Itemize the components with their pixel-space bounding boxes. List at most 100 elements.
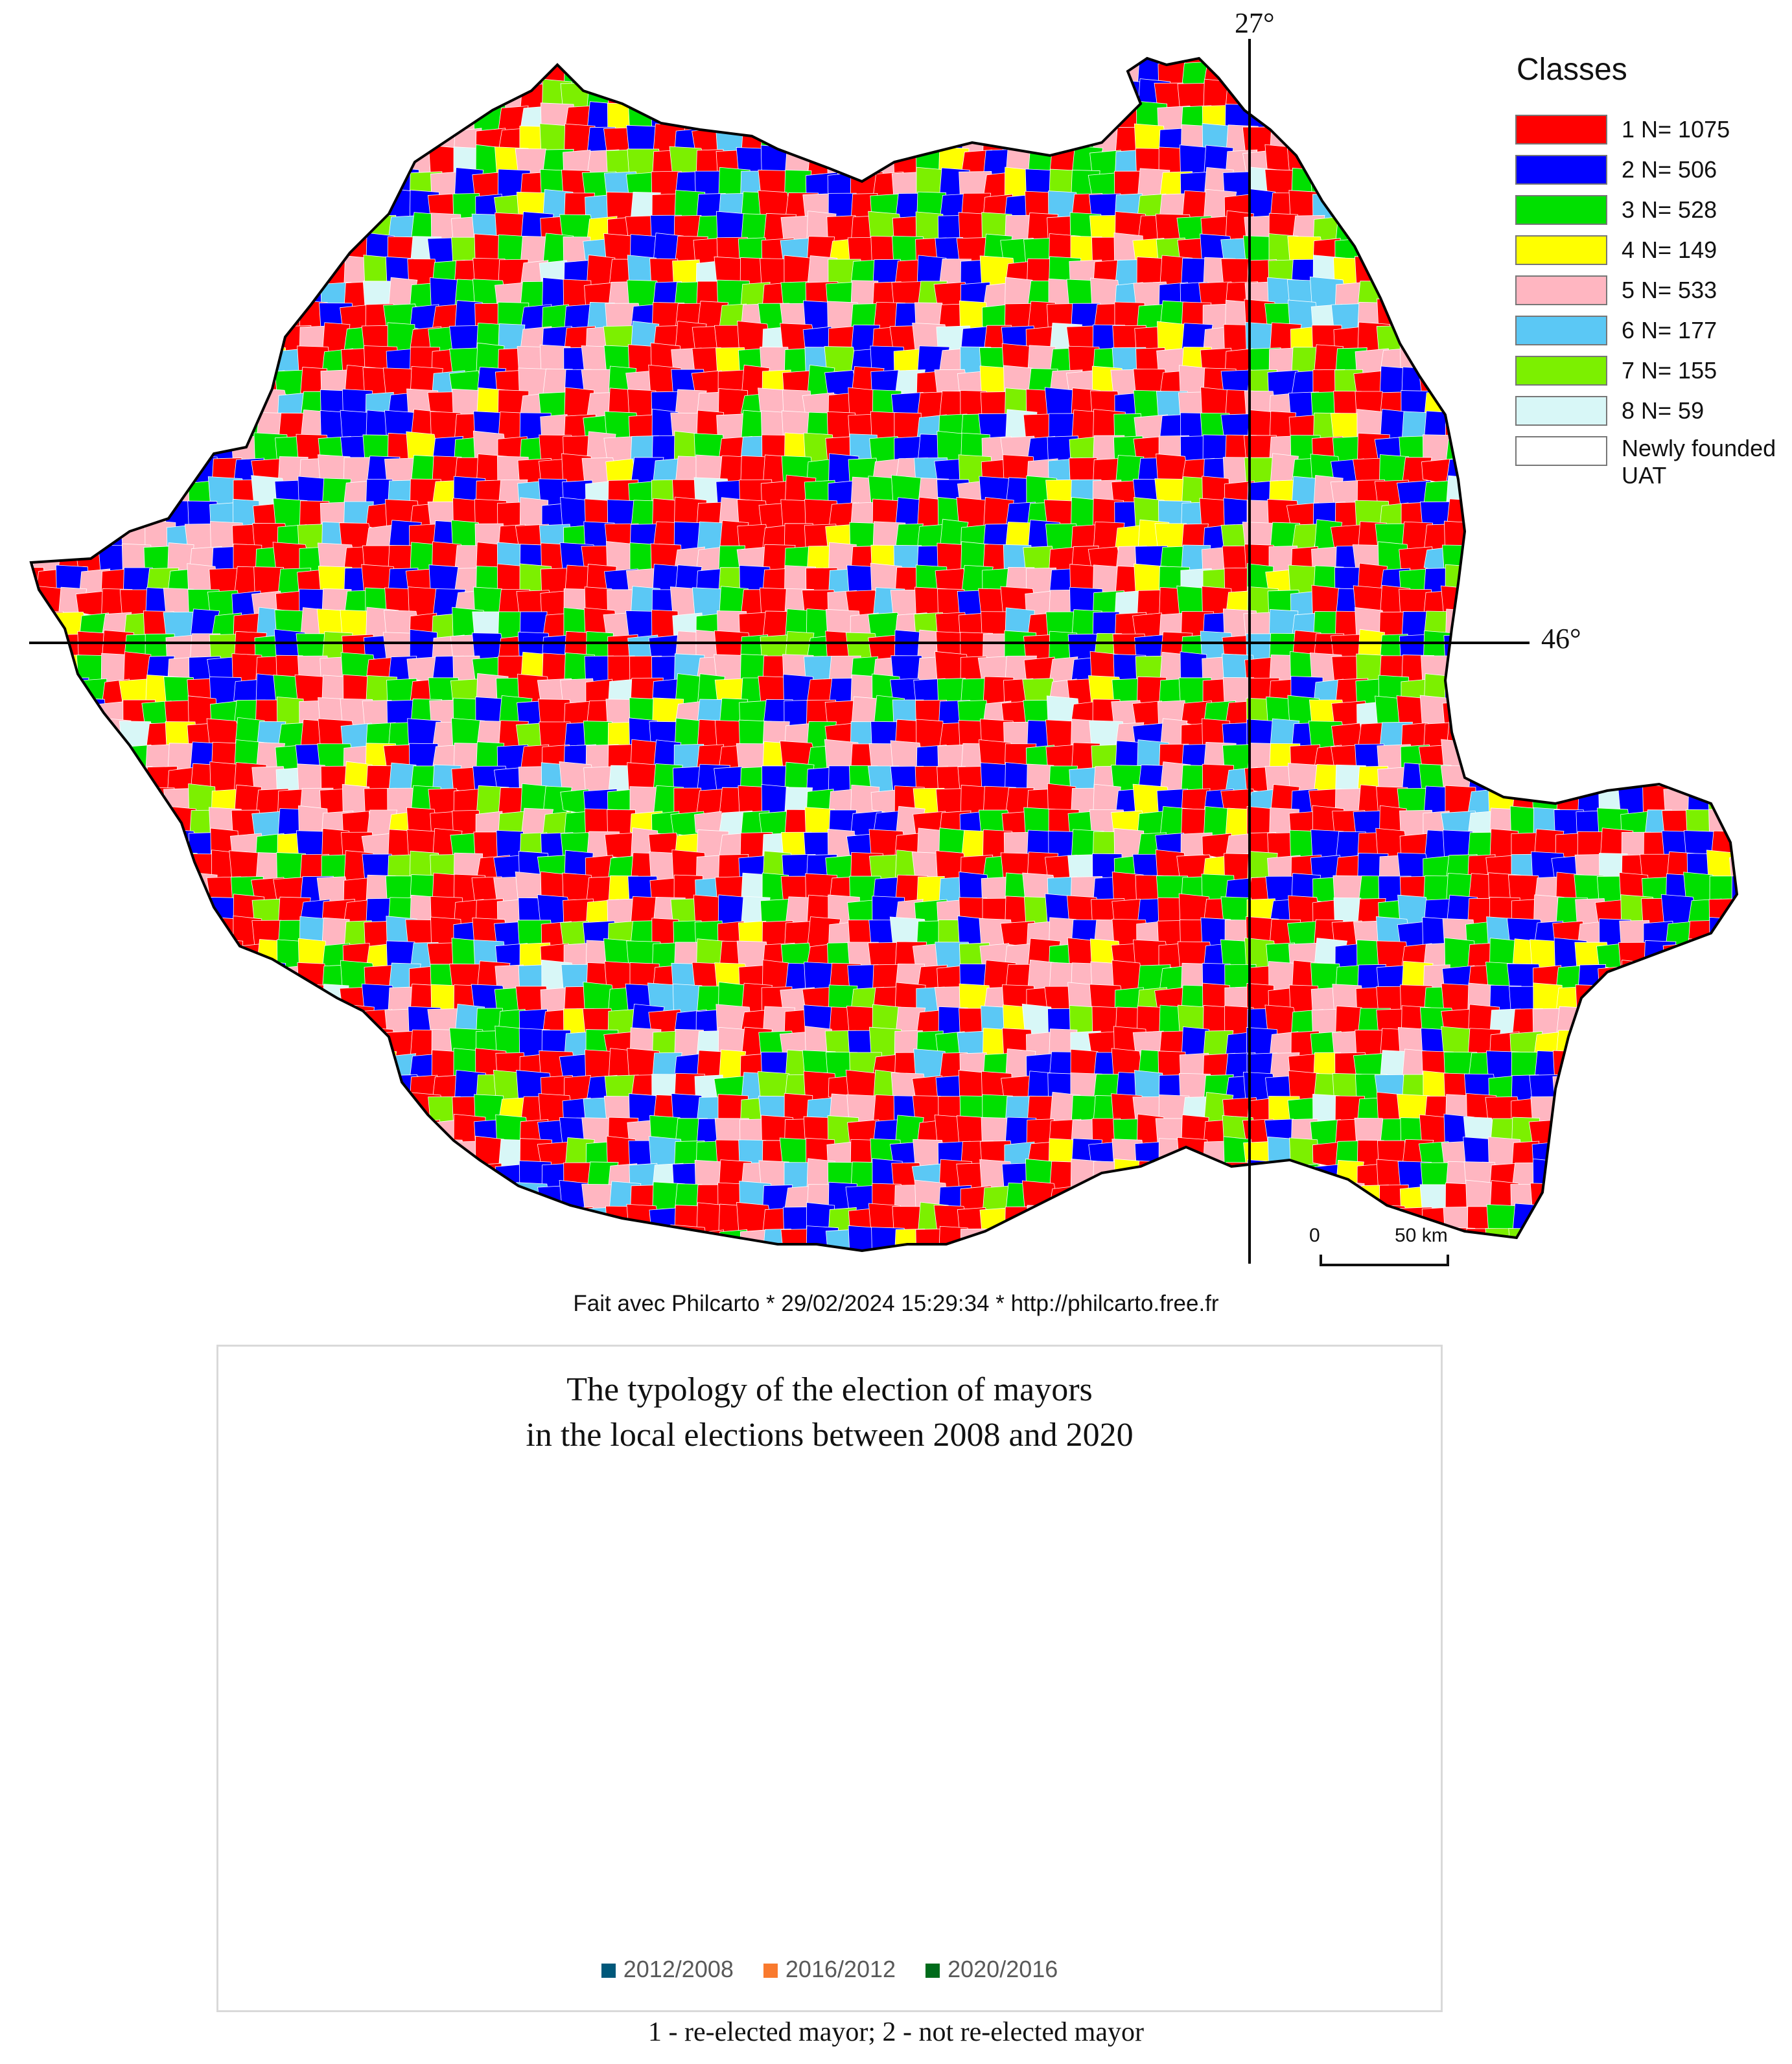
administrative-unit xyxy=(388,1119,418,1150)
administrative-unit xyxy=(718,61,749,89)
administrative-unit xyxy=(1024,58,1059,71)
administrative-unit xyxy=(57,786,88,821)
administrative-unit xyxy=(1445,128,1475,162)
administrative-unit xyxy=(1462,674,1499,714)
administrative-unit xyxy=(34,655,63,687)
administrative-unit xyxy=(57,1048,91,1089)
administrative-unit xyxy=(894,82,924,110)
administrative-unit xyxy=(471,1229,507,1251)
administrative-unit xyxy=(163,347,198,377)
administrative-unit xyxy=(277,1049,305,1084)
administrative-unit xyxy=(35,299,69,338)
administrative-unit xyxy=(121,1180,152,1220)
administrative-unit xyxy=(1466,232,1500,270)
administrative-unit xyxy=(1400,190,1430,227)
administrative-unit xyxy=(211,148,244,176)
administrative-unit xyxy=(122,146,152,179)
administrative-unit xyxy=(1181,1227,1213,1251)
administrative-unit xyxy=(1620,541,1655,582)
administrative-unit xyxy=(1508,1228,1544,1251)
chart-legend-item-2016-2012: 2016/2012 xyxy=(763,1956,896,1983)
administrative-unit xyxy=(342,1050,374,1081)
administrative-unit xyxy=(120,435,154,468)
administrative-unit xyxy=(475,58,505,94)
administrative-unit xyxy=(1530,1183,1569,1215)
administrative-unit xyxy=(167,298,198,340)
administrative-unit xyxy=(1466,586,1495,624)
administrative-unit xyxy=(31,213,43,248)
legend-swatch xyxy=(1515,316,1607,345)
administrative-unit xyxy=(1422,344,1454,378)
administrative-unit xyxy=(1710,1095,1737,1125)
administrative-unit xyxy=(1467,612,1496,646)
administrative-unit xyxy=(321,1093,351,1132)
administrative-unit xyxy=(255,280,283,311)
administrative-unit xyxy=(275,281,310,312)
administrative-unit xyxy=(35,964,70,997)
administrative-unit xyxy=(274,83,309,115)
administrative-unit xyxy=(740,58,770,67)
administrative-unit xyxy=(123,303,156,335)
administrative-unit xyxy=(32,279,70,310)
administrative-unit xyxy=(78,1092,106,1130)
administrative-unit xyxy=(100,126,130,157)
administrative-unit xyxy=(1092,1251,1126,1277)
administrative-unit xyxy=(211,1030,243,1063)
administrative-unit xyxy=(1666,1158,1697,1197)
administrative-unit xyxy=(254,58,289,69)
administrative-unit xyxy=(207,412,246,446)
administrative-unit xyxy=(123,1026,156,1067)
administrative-unit xyxy=(233,58,265,68)
administrative-unit xyxy=(1600,1228,1629,1251)
administrative-unit xyxy=(119,1097,157,1128)
administrative-unit xyxy=(1685,1161,1721,1192)
administrative-unit xyxy=(1357,100,1391,138)
administrative-unit xyxy=(1049,1228,1081,1251)
administrative-unit xyxy=(145,1031,178,1059)
administrative-unit xyxy=(78,1030,108,1060)
administrative-unit xyxy=(321,80,352,113)
administrative-unit xyxy=(1089,60,1128,88)
administrative-unit xyxy=(167,106,200,135)
administrative-unit xyxy=(1467,123,1497,163)
administrative-unit xyxy=(1269,1184,1303,1212)
administrative-unit xyxy=(541,1229,570,1251)
administrative-unit xyxy=(454,1247,485,1251)
administrative-unit xyxy=(1597,586,1629,621)
administrative-unit xyxy=(674,58,705,70)
administrative-unit xyxy=(828,102,861,134)
administrative-unit xyxy=(1511,524,1546,555)
administrative-unit xyxy=(495,58,529,69)
administrative-unit xyxy=(387,1159,421,1198)
administrative-unit xyxy=(1710,540,1737,582)
administrative-unit xyxy=(1399,128,1434,156)
administrative-unit xyxy=(255,1185,288,1215)
legend-swatch xyxy=(1515,115,1607,145)
administrative-unit xyxy=(410,1249,437,1251)
administrative-unit xyxy=(1731,1229,1737,1251)
administrative-unit xyxy=(1687,1030,1715,1061)
legend-item-class-6: 6 N= 177 xyxy=(1510,316,1782,356)
administrative-unit xyxy=(57,499,87,532)
administrative-unit xyxy=(1640,1163,1675,1192)
administrative-unit xyxy=(299,1141,329,1170)
legend-label: 2 N= 506 xyxy=(1622,156,1717,183)
administrative-unit xyxy=(1577,1119,1609,1146)
administrative-unit xyxy=(938,1250,970,1251)
administrative-unit xyxy=(1618,1030,1652,1059)
administrative-unit xyxy=(321,1225,350,1251)
administrative-unit xyxy=(1508,609,1542,642)
administrative-unit xyxy=(343,1137,375,1175)
administrative-unit xyxy=(167,281,196,311)
administrative-unit xyxy=(1374,168,1412,205)
administrative-unit xyxy=(189,410,219,445)
administrative-unit xyxy=(31,1071,40,1110)
administrative-unit xyxy=(1577,1183,1607,1215)
administrative-unit xyxy=(1531,1207,1563,1241)
administrative-unit xyxy=(255,1119,283,1151)
administrative-unit xyxy=(1729,940,1737,972)
administrative-unit xyxy=(122,1075,152,1106)
scale-end-label: 50 km xyxy=(1395,1225,1448,1246)
administrative-unit xyxy=(1465,216,1498,249)
administrative-unit xyxy=(1027,62,1060,91)
